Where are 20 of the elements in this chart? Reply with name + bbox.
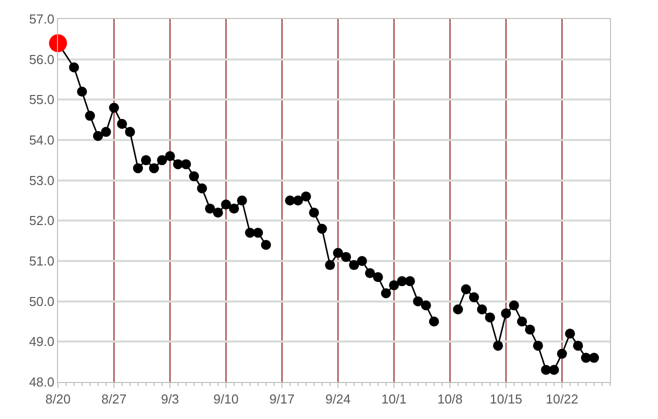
y-tick-label: 53.0 bbox=[29, 172, 54, 188]
x-tick-label: 10/22 bbox=[546, 392, 578, 407]
y-tick-label: 50.0 bbox=[29, 294, 54, 309]
y-tick-label: 57.0 bbox=[29, 12, 54, 27]
y-tick-label: 51.0 bbox=[29, 254, 54, 269]
x-tick-label: 8/20 bbox=[45, 392, 71, 407]
x-tick-label: 9/10 bbox=[213, 392, 239, 407]
y-tick-label: 48.0 bbox=[29, 374, 54, 390]
x-tick-label: 9/3 bbox=[160, 392, 180, 407]
y-tick-label: 49.0 bbox=[29, 334, 54, 350]
y-tick-label: 54.0 bbox=[29, 132, 54, 148]
x-tick-label: 10/15 bbox=[490, 392, 522, 407]
x-tick-label: 9/17 bbox=[269, 392, 295, 407]
y-tick-label: 55.0 bbox=[29, 92, 54, 108]
x-tick-label: 10/8 bbox=[437, 392, 463, 407]
x-tick-label: 10/1 bbox=[381, 392, 407, 407]
x-tick-label: 8/27 bbox=[101, 392, 127, 407]
y-tick-label: 56.0 bbox=[29, 52, 54, 67]
x-tick-label: 9/24 bbox=[325, 392, 351, 407]
y-tick-label: 52.0 bbox=[29, 213, 54, 228]
